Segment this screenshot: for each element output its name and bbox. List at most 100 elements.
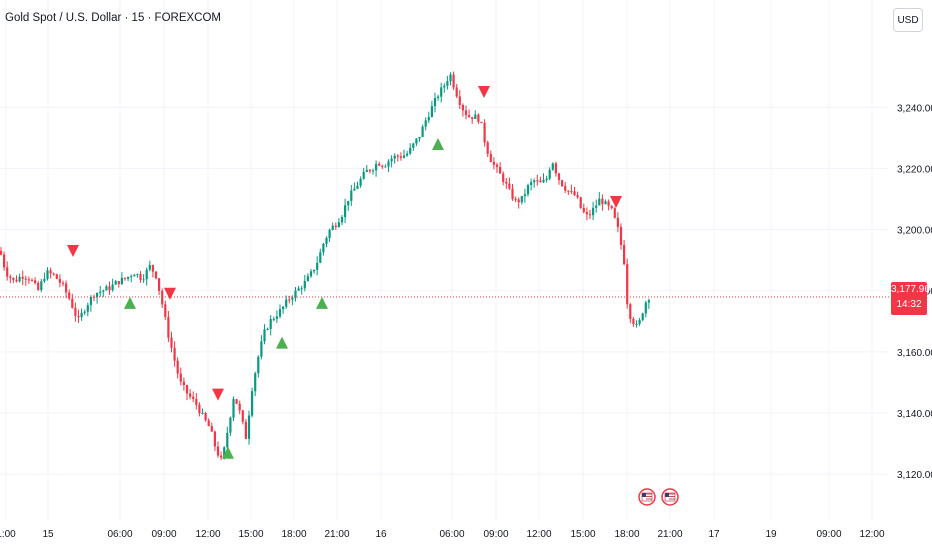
candle-body [325,237,328,244]
candle-body [161,290,164,305]
candle-body [216,446,220,456]
buy-signal-marker [124,296,136,309]
candle-body [145,269,148,280]
candle-body [502,173,505,182]
candle-body [300,288,303,290]
economic-event-icon[interactable] [661,488,679,506]
candle-body [638,320,641,324]
time-tick-label: 18:00 [614,529,639,540]
candle-body [83,311,86,313]
candle-body [616,217,619,227]
candle-body [223,447,226,458]
buy-signal-marker [276,336,288,349]
candle-body [272,318,275,320]
candle-body [554,163,557,174]
candle-body [6,267,9,277]
candle-body [523,194,526,197]
candle-body [604,201,607,205]
candle-body [254,373,257,392]
candle-body [142,279,145,281]
candle-body [545,178,548,180]
candle-body [337,222,340,228]
time-tick-label: 21:00 [657,529,682,540]
candle-body [455,87,458,97]
candle-body [309,271,313,277]
candle-body [195,398,198,405]
candle-body [275,316,278,319]
candle-body [49,270,52,274]
candle-body [15,279,18,282]
candle-body [433,98,437,107]
candle-body [402,155,406,158]
currency-button[interactable]: USD [893,8,923,32]
candle-body [536,180,539,182]
sell-signal-marker [478,85,490,98]
candle-body [105,286,108,291]
candle-body [278,309,282,317]
candle-body [55,274,58,279]
last-price-tag: 3,177.96 14:32 [891,282,930,315]
candle-body [136,274,139,276]
candle-body [365,169,368,172]
candle-body [486,142,489,154]
economic-event-icon[interactable] [638,488,656,506]
candle-body [306,276,309,282]
candle-body [46,270,49,279]
price-tick-label: 3,240.00 [897,103,932,114]
candle-body [158,278,161,291]
candle-body [123,277,127,279]
candle-body [241,410,244,422]
candle-body [492,161,495,165]
time-axis[interactable]: 1:00 15 06:00 09:00 12:00 15:00 18:00 21:00 16 06… [0,529,885,540]
candle-body [238,403,241,411]
candle-body [570,191,573,193]
candle-body [96,292,99,298]
candle-body [647,300,650,303]
candle-body [9,276,12,278]
candle-body [201,412,204,414]
time-tick-label: 15:00 [238,529,263,540]
candle-body [204,412,207,421]
candle-body [356,185,359,189]
candle-body [474,114,477,119]
candle-body [588,214,592,216]
candle-body [34,280,37,284]
candle-body [244,421,247,439]
candle-body [344,205,347,218]
candle-body [189,393,192,397]
time-tick-label: 06:00 [107,529,132,540]
candle-body [294,290,297,298]
candle-body [508,183,511,189]
candle-body [437,96,440,99]
candle-body [551,163,554,170]
candle-body [127,276,130,279]
buy-signal-marker [316,296,328,309]
candle-body [164,304,167,318]
candle-body [198,404,201,414]
candle-body [68,292,71,299]
candle-body [235,399,238,404]
time-tick-label: 12:00 [859,529,884,540]
candle-body [331,225,334,230]
candle-body [30,280,34,282]
candle-body [154,271,158,279]
candle-body [381,165,384,167]
candle-body [517,199,520,203]
candle-body [12,277,15,280]
candle-body [0,250,3,255]
candle-body [641,313,644,321]
sell-signal-marker [212,388,224,401]
candle-body [350,190,353,201]
candle-body [232,399,235,418]
candle-body [291,297,294,300]
time-tick-label: 16 [375,529,387,540]
candle-body [393,155,396,159]
time-tick-label: 09:00 [816,529,841,540]
candle-body [533,180,536,183]
candle-body [210,426,213,432]
candle-body [440,87,443,97]
event-markers[interactable] [638,488,679,506]
candle-body [99,291,102,293]
candle-body [399,156,402,158]
